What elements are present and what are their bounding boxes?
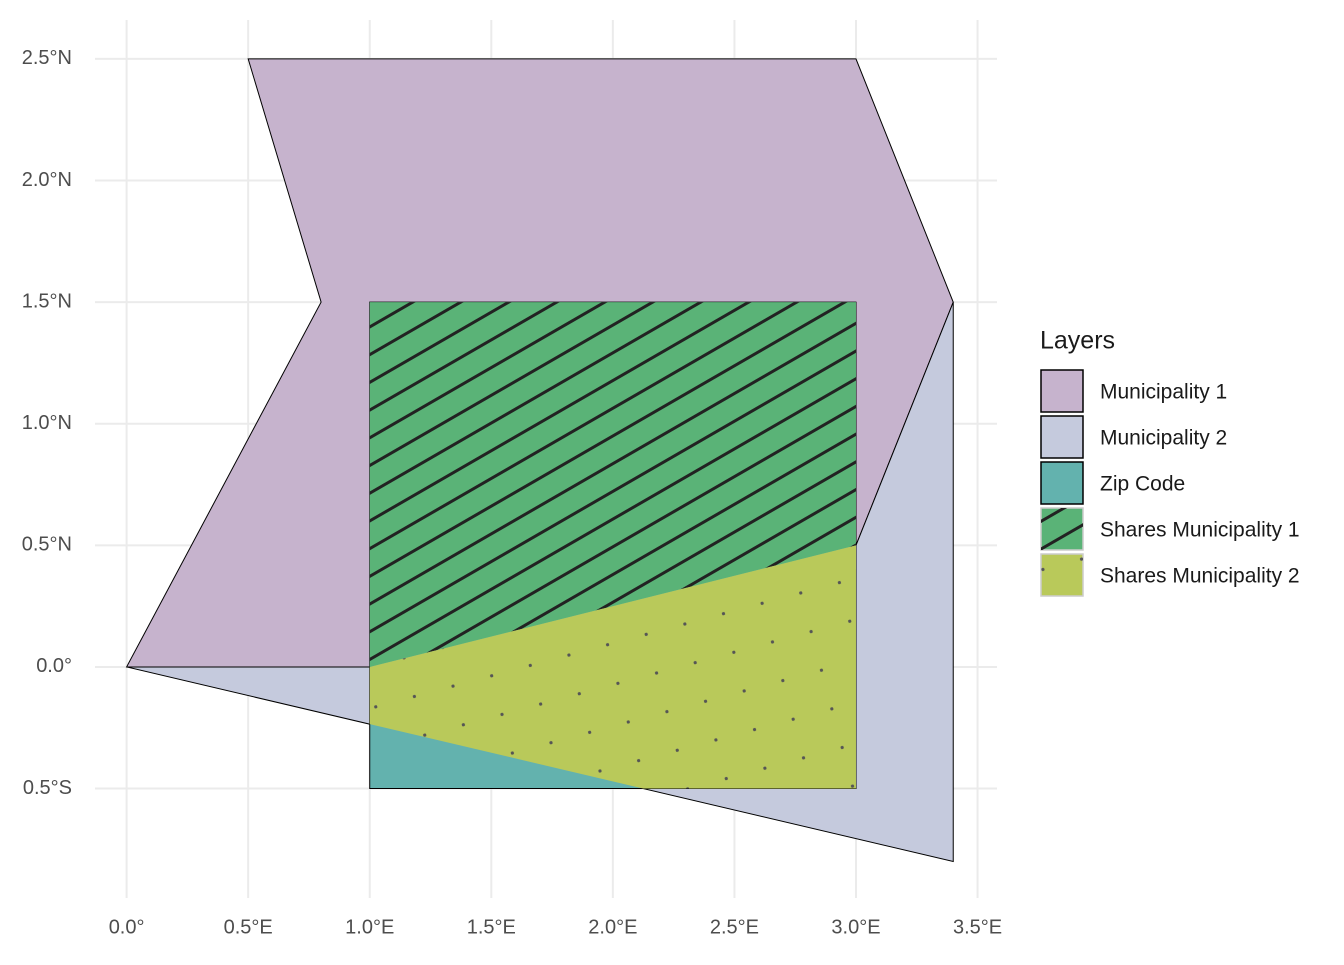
legend-key (1040, 461, 1084, 505)
legend-label: Municipality 2 (1100, 427, 1227, 450)
legend-key-pattern (1041, 554, 1083, 596)
legend-label: Shares Municipality 2 (1100, 565, 1300, 588)
area-pattern (369, 545, 856, 789)
y-tick-label: 2.5°N (22, 47, 72, 69)
y-tick-label: 0.5°N (22, 534, 72, 556)
x-tick-label: 3.0°E (831, 916, 880, 938)
area-pattern (369, 302, 856, 667)
x-tick-label: 2.0°E (588, 916, 637, 938)
legend-key (1040, 415, 1084, 459)
y-tick-label: 2.0°N (22, 169, 72, 191)
x-tick-label: 0.5°E (224, 916, 273, 938)
legend-title: Layers (1040, 327, 1115, 355)
x-tick-label: 2.5°E (710, 916, 759, 938)
y-tick-label: 0.0° (36, 655, 72, 677)
y-tick-label: 0.5°S (23, 777, 72, 799)
x-tick-label: 0.0° (109, 916, 145, 938)
legend-label: Zip Code (1100, 473, 1185, 496)
legend-label: Municipality 1 (1100, 381, 1227, 404)
legend-key-pattern (1041, 508, 1083, 550)
x-tick-label: 3.5°E (953, 916, 1002, 938)
legend-label: Shares Municipality 1 (1100, 519, 1300, 542)
y-tick-label: 1.0°N (22, 412, 72, 434)
y-tick-label: 1.5°N (22, 290, 72, 312)
legend-key (1040, 369, 1084, 413)
x-tick-label: 1.5°E (467, 916, 516, 938)
x-tick-label: 1.0°E (345, 916, 394, 938)
